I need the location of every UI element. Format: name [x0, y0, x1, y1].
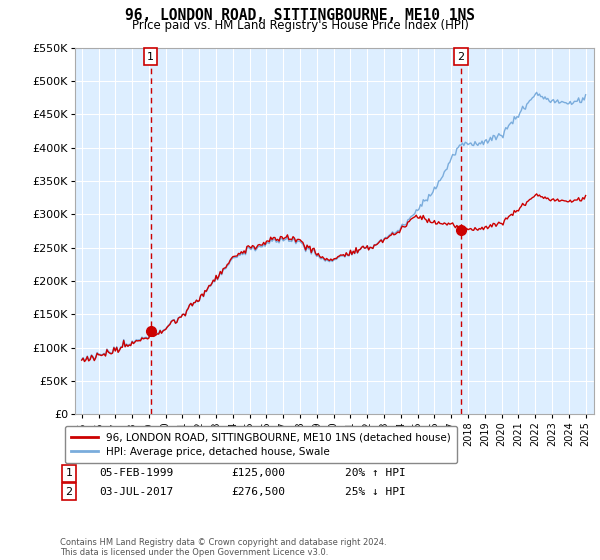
Text: 96, LONDON ROAD, SITTINGBOURNE, ME10 1NS: 96, LONDON ROAD, SITTINGBOURNE, ME10 1NS [125, 8, 475, 24]
Text: 2: 2 [457, 52, 464, 62]
Text: 03-JUL-2017: 03-JUL-2017 [99, 487, 173, 497]
Text: 05-FEB-1999: 05-FEB-1999 [99, 468, 173, 478]
Text: £125,000: £125,000 [231, 468, 285, 478]
Text: £276,500: £276,500 [231, 487, 285, 497]
Text: 1: 1 [147, 52, 154, 62]
Text: 2: 2 [65, 487, 73, 497]
Text: Price paid vs. HM Land Registry's House Price Index (HPI): Price paid vs. HM Land Registry's House … [131, 19, 469, 32]
Text: 25% ↓ HPI: 25% ↓ HPI [345, 487, 406, 497]
Text: 20% ↑ HPI: 20% ↑ HPI [345, 468, 406, 478]
Text: 1: 1 [65, 468, 73, 478]
Text: Contains HM Land Registry data © Crown copyright and database right 2024.
This d: Contains HM Land Registry data © Crown c… [60, 538, 386, 557]
Legend: 96, LONDON ROAD, SITTINGBOURNE, ME10 1NS (detached house), HPI: Average price, d: 96, LONDON ROAD, SITTINGBOURNE, ME10 1NS… [65, 426, 457, 463]
